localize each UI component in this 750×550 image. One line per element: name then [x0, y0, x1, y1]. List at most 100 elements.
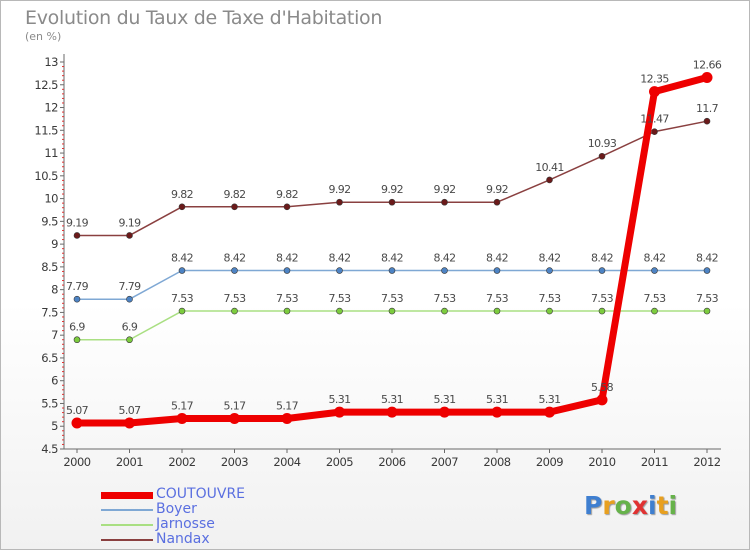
data-label-jarnosse: 7.53	[538, 292, 561, 305]
data-point-coutouvre	[544, 406, 555, 418]
x-tick-label: 2005	[326, 455, 353, 469]
data-point-boyer	[388, 267, 396, 274]
data-label-coutouvre: 5.07	[66, 404, 89, 417]
data-point-nandax	[231, 203, 238, 211]
data-label-boyer: 8.42	[276, 252, 298, 265]
x-tick-label: 2011	[641, 455, 668, 469]
x-tick-label: 2001	[116, 455, 143, 469]
data-label-boyer: 8.42	[223, 252, 245, 265]
data-point-coutouvre	[649, 86, 660, 98]
data-point-boyer	[598, 267, 606, 274]
legend-swatch	[101, 524, 153, 526]
data-point-boyer	[231, 267, 238, 274]
data-point-coutouvre	[701, 71, 713, 83]
data-point-jarnosse	[388, 307, 396, 315]
data-label-nandax: 9.82	[223, 188, 245, 201]
data-point-nandax	[703, 117, 711, 125]
data-label-nandax: 9.19	[66, 216, 89, 229]
data-point-jarnosse	[703, 307, 711, 315]
y-tick-label: 5.5	[41, 396, 58, 410]
data-point-nandax	[598, 152, 606, 160]
data-point-jarnosse	[441, 307, 448, 315]
data-label-coutouvre: 12.35	[640, 73, 669, 86]
data-label-jarnosse: 7.53	[276, 292, 299, 305]
y-tick-label: 8.5	[41, 260, 58, 274]
data-label-jarnosse: 7.53	[486, 292, 509, 305]
data-label-jarnosse: 6.9	[122, 321, 138, 334]
y-tick-label: 10	[44, 192, 58, 206]
data-label-boyer: 8.42	[381, 252, 403, 265]
y-tick-label: 6.5	[41, 351, 58, 365]
data-label-coutouvre: 5.31	[381, 393, 403, 406]
x-tick-label: 2009	[536, 455, 563, 469]
logo-letter: P	[584, 491, 603, 520]
data-label-nandax: 9.92	[433, 183, 455, 196]
y-tick-label: 9.5	[41, 214, 58, 228]
data-point-boyer	[651, 267, 658, 274]
data-point-boyer	[178, 267, 186, 274]
x-tick-label: 2003	[221, 455, 248, 469]
legend-swatch	[101, 539, 153, 541]
data-point-coutouvre	[334, 406, 345, 418]
data-label-coutouvre: 5.17	[171, 399, 194, 412]
proxiti-logo: Proxiti	[584, 491, 677, 520]
data-label-nandax: 11.7	[696, 102, 719, 115]
data-label-nandax: 9.92	[486, 183, 508, 196]
data-label-boyer: 8.42	[591, 252, 613, 265]
data-label-jarnosse: 7.53	[643, 292, 666, 305]
data-point-boyer	[441, 267, 448, 274]
data-label-nandax: 9.92	[381, 183, 403, 196]
series-line-coutouvre	[77, 74, 708, 427]
y-tick-label: 10.5	[34, 169, 58, 183]
data-label-jarnosse: 7.53	[591, 292, 614, 305]
legend-label: Nandax	[156, 531, 210, 547]
legend-label: Boyer	[156, 501, 197, 517]
data-label-jarnosse: 7.53	[381, 292, 404, 305]
y-tick-label: 11	[44, 146, 58, 160]
data-point-coutouvre	[439, 406, 450, 418]
data-point-boyer	[73, 295, 81, 303]
data-point-boyer	[703, 267, 711, 274]
legend-swatch	[101, 509, 153, 511]
data-label-jarnosse: 7.53	[171, 292, 194, 305]
data-label-nandax: 10.93	[588, 137, 617, 150]
data-label-coutouvre: 5.17	[276, 399, 299, 412]
data-point-coutouvre	[596, 394, 608, 406]
x-tick-label: 2007	[431, 455, 458, 469]
logo-letter: i	[668, 491, 678, 520]
x-tick-label: 2012	[693, 455, 720, 469]
x-tick-label: 2002	[168, 455, 195, 469]
data-label-nandax: 9.92	[328, 183, 350, 196]
logo-letter: x	[631, 491, 648, 520]
logo-letter: r	[602, 491, 615, 520]
logo-letter: i	[648, 491, 657, 520]
data-point-coutouvre	[491, 406, 503, 418]
data-point-coutouvre	[124, 417, 135, 429]
data-label-boyer: 7.79	[118, 280, 141, 293]
data-label-boyer: 8.42	[433, 252, 455, 265]
data-label-jarnosse: 7.53	[696, 292, 719, 305]
data-label-coutouvre: 5.58	[591, 381, 614, 394]
data-point-nandax	[126, 232, 133, 239]
data-point-nandax	[651, 128, 658, 135]
data-label-coutouvre: 5.31	[328, 393, 350, 406]
data-point-boyer	[126, 295, 133, 303]
data-point-jarnosse	[231, 307, 238, 315]
data-point-coutouvre	[229, 412, 240, 424]
data-label-nandax: 9.82	[276, 188, 298, 201]
x-tick-label: 2006	[378, 455, 405, 469]
data-point-jarnosse	[651, 307, 658, 315]
data-label-coutouvre: 5.31	[433, 393, 455, 406]
data-point-jarnosse	[178, 307, 186, 315]
data-label-boyer: 8.42	[643, 252, 665, 265]
data-point-jarnosse	[73, 336, 81, 344]
y-tick-label: 11.5	[34, 123, 58, 137]
data-point-nandax	[546, 176, 553, 184]
data-label-nandax: 9.19	[118, 216, 141, 229]
data-point-nandax	[178, 203, 186, 211]
data-label-coutouvre: 5.31	[538, 393, 560, 406]
data-point-coutouvre	[71, 417, 83, 429]
data-label-jarnosse: 7.53	[223, 292, 246, 305]
